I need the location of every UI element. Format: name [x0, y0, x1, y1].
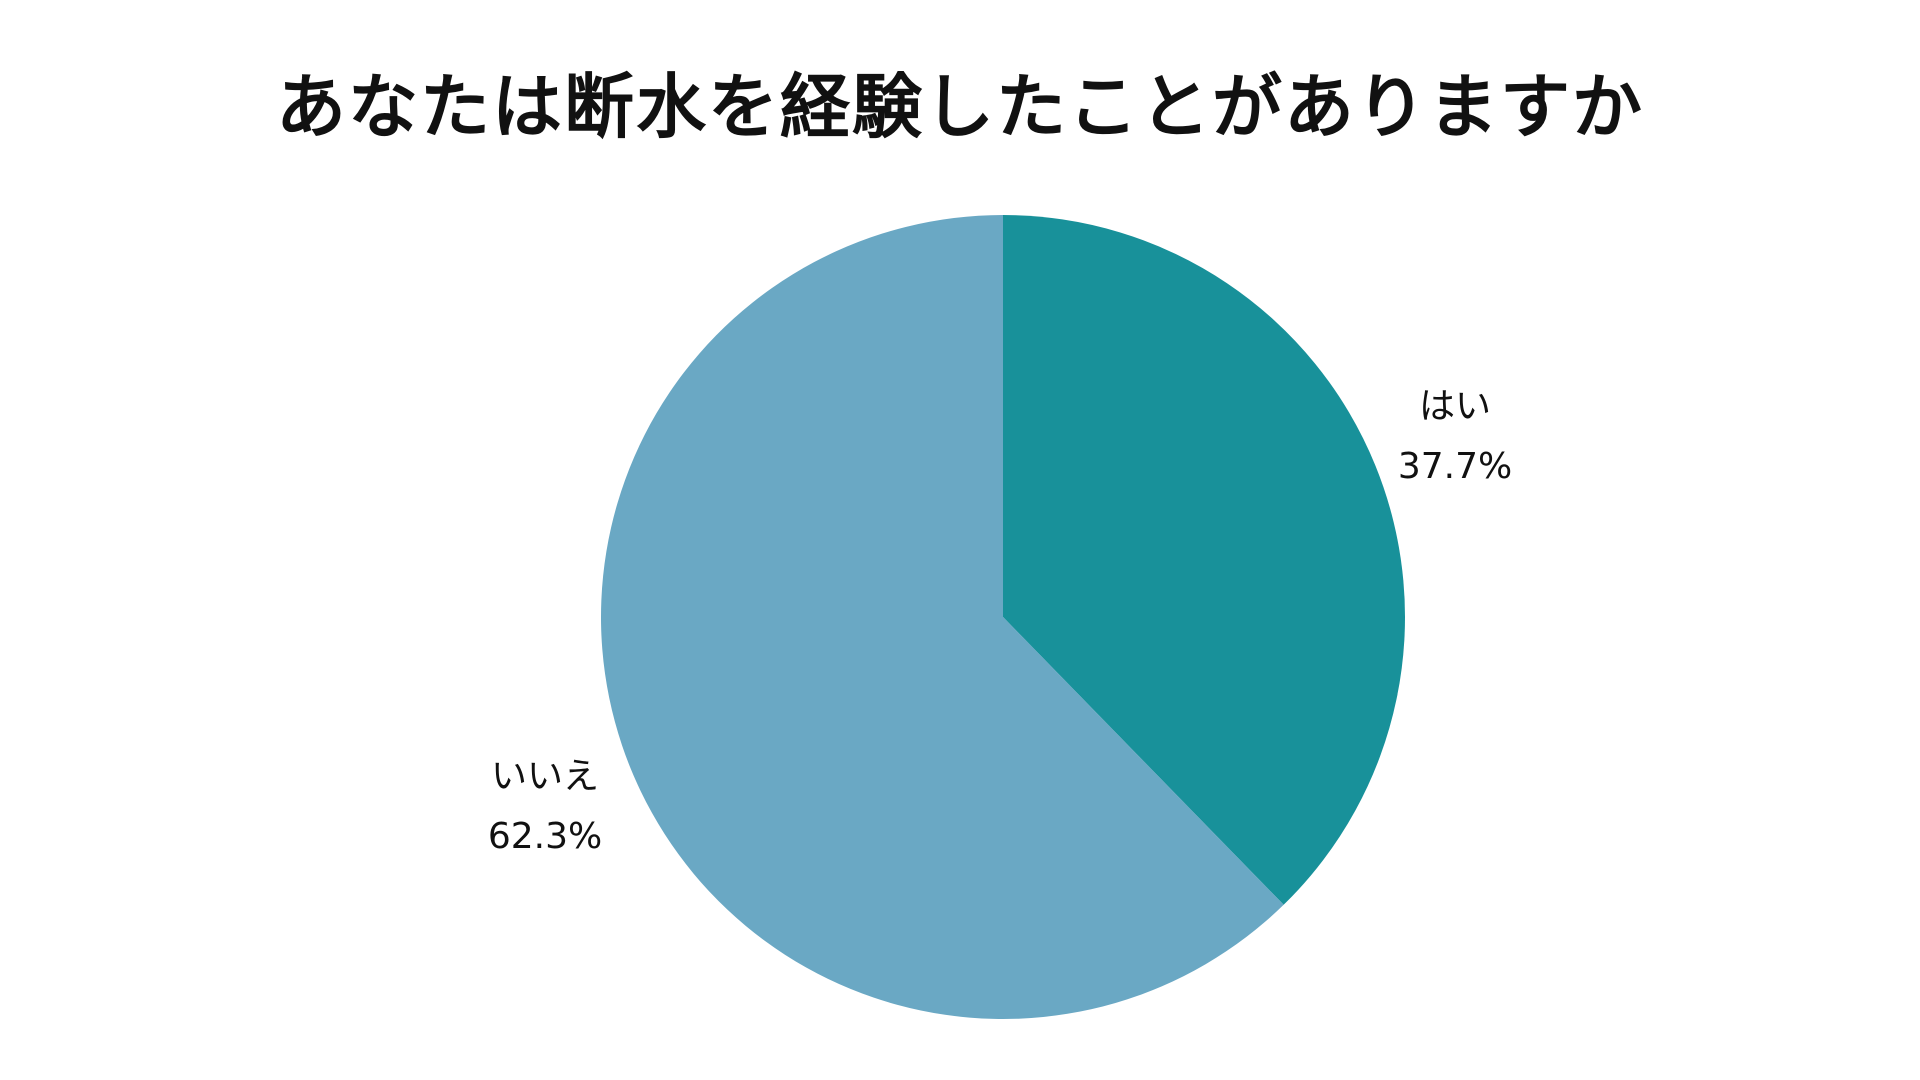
pie-slice-yes: [1003, 215, 1405, 905]
pie-slice-no: [600, 215, 1284, 1019]
slice-category-label: いいえ: [491, 756, 599, 797]
pie-slices: [600, 215, 1405, 1019]
chart-title: あなたは断水を経験したことがありますか: [276, 66, 1644, 148]
slice-category-label: はい: [1419, 386, 1491, 427]
slice-value-label: 37.7%: [1398, 446, 1512, 487]
slice-value-label: 62.3%: [488, 816, 602, 857]
pie-labels: はい 37.7% いいえ 62.3%: [488, 386, 1512, 857]
